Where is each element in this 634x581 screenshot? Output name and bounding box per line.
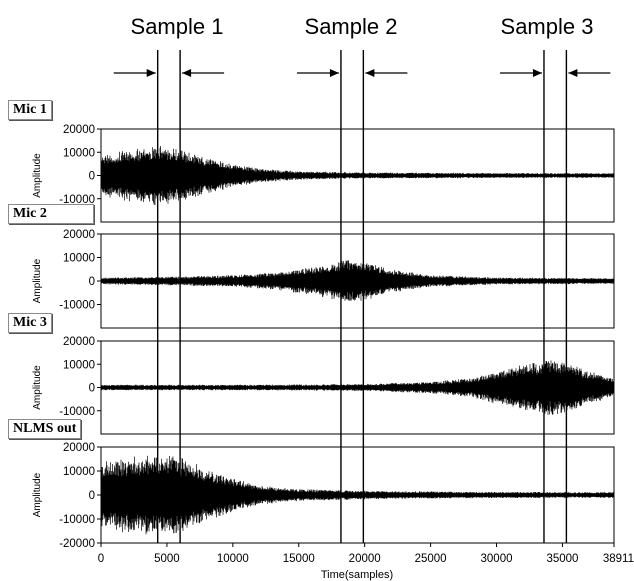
panel-1: 20000 10000 0 -10000 Amplitude xyxy=(32,124,615,223)
mic-2-label: Mic 2 xyxy=(8,204,94,224)
y-tick-label: -10000 xyxy=(59,514,95,526)
sample-2-left-arrowhead xyxy=(329,69,339,77)
panel-3: 20000 10000 0 -10000 Amplitude xyxy=(32,336,615,435)
waveform-panels: 20000 10000 0 -10000 Amplitude 20000 10000 0 -10… xyxy=(32,124,615,550)
sample-marker-lines xyxy=(156,50,568,543)
sample-2-right-arrowhead xyxy=(365,69,375,77)
nlms-out-label: NLMS out xyxy=(8,419,82,439)
sample-1-label: Sample 1 xyxy=(131,14,224,39)
y-axis-label: Amplitude xyxy=(32,258,43,303)
y-tick-label: 0 xyxy=(89,171,95,183)
y-tick-label: 0 xyxy=(89,383,95,395)
y-tick-label: 0 xyxy=(89,490,95,502)
x-tick-label: 25000 xyxy=(415,553,447,565)
sample-3-label: Sample 3 xyxy=(501,14,594,39)
panel-2: 20000 10000 0 -10000 Amplitude xyxy=(32,229,615,329)
x-tick-label: 15000 xyxy=(283,553,315,565)
mic-3-label: Mic 3 xyxy=(8,313,52,333)
y-tick-label: -10000 xyxy=(59,300,95,312)
y-tick-label: 10000 xyxy=(63,359,95,371)
y-tick-label: 0 xyxy=(89,276,95,288)
mic-1-label: Mic 1 xyxy=(8,100,52,120)
panel-4: 20000 10000 0 -10000 -20000 Amplitude xyxy=(32,442,615,550)
x-tick-label: 20000 xyxy=(349,553,381,565)
sample-1-left-arrowhead xyxy=(146,69,156,77)
sample-labels: Sample 1 Sample 2 Sample 3 xyxy=(131,14,594,39)
y-tick-label: -20000 xyxy=(59,538,95,550)
sample-1-right-arrowhead xyxy=(182,69,192,77)
x-tick-label: 30000 xyxy=(481,553,513,565)
waveform-2 xyxy=(101,260,614,301)
x-tick-label: 10000 xyxy=(217,553,249,565)
x-tick-label: 0 xyxy=(98,553,104,565)
y-tick-label: 20000 xyxy=(63,229,95,241)
waveform-1 xyxy=(101,146,614,206)
x-axis-label: Time(samples) xyxy=(321,569,393,581)
y-tick-label: 20000 xyxy=(63,442,95,454)
waveform-3 xyxy=(101,360,614,415)
y-tick-label: 20000 xyxy=(63,124,95,136)
y-axis-label: Amplitude xyxy=(32,472,43,517)
y-tick-label: 20000 xyxy=(63,336,95,348)
y-tick-label: -10000 xyxy=(59,406,95,418)
x-tick-label: 38911 xyxy=(603,553,634,565)
sample-arrows xyxy=(113,69,611,77)
y-tick-label: 10000 xyxy=(63,466,95,478)
y-tick-label: -10000 xyxy=(59,194,95,206)
sample-3-left-arrowhead xyxy=(532,69,542,77)
sample-3-right-arrowhead xyxy=(568,69,578,77)
x-tick-label: 5000 xyxy=(154,553,180,565)
y-axis-label: Amplitude xyxy=(32,153,43,198)
time-axis: Time(samples) 0 5000 10000 15000 20000 25000 3… xyxy=(98,543,634,581)
x-tick-label: 35000 xyxy=(546,553,578,565)
y-axis-label: Amplitude xyxy=(32,365,43,410)
sample-2-label: Sample 2 xyxy=(305,14,398,39)
y-tick-label: 10000 xyxy=(63,253,95,265)
waveform-4 xyxy=(101,455,614,535)
y-tick-label: 10000 xyxy=(63,147,95,159)
